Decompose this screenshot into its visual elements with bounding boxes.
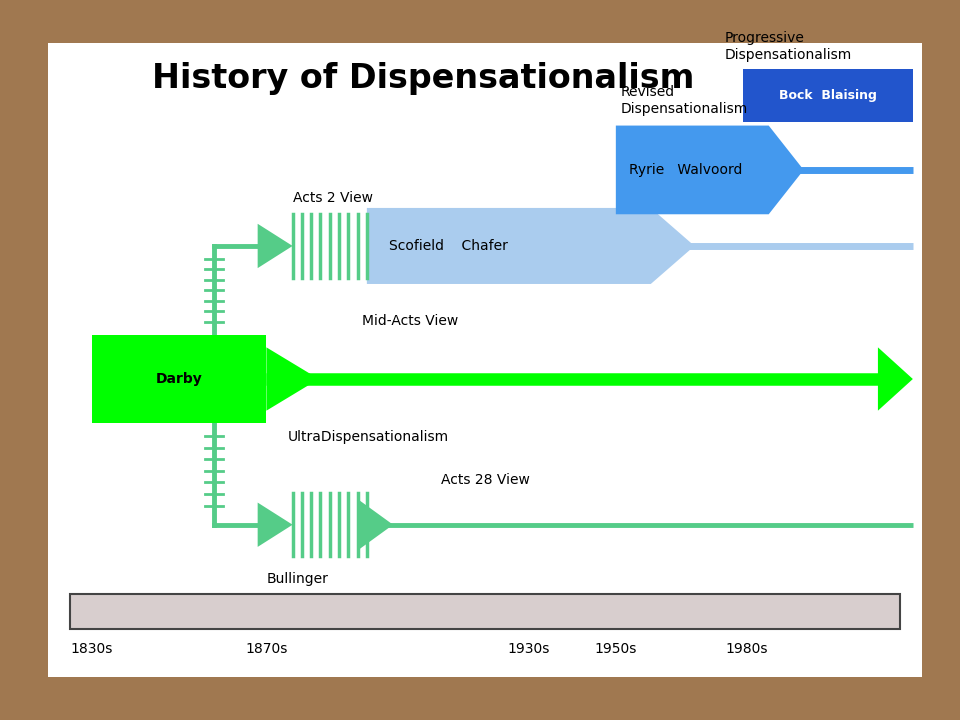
Text: UltraDispensationalism: UltraDispensationalism: [288, 430, 449, 444]
Text: Bullinger: Bullinger: [267, 572, 328, 585]
Polygon shape: [878, 347, 913, 410]
Polygon shape: [358, 500, 393, 550]
Text: Acts 28 View: Acts 28 View: [442, 473, 530, 487]
Polygon shape: [616, 125, 804, 215]
FancyBboxPatch shape: [70, 595, 900, 629]
Text: 1980s: 1980s: [726, 642, 768, 656]
Text: Scofield    Chafer: Scofield Chafer: [389, 239, 508, 253]
Text: Bock  Blaising: Bock Blaising: [779, 89, 876, 102]
Text: 1950s: 1950s: [594, 642, 637, 656]
Polygon shape: [267, 347, 319, 410]
Polygon shape: [367, 208, 694, 284]
FancyBboxPatch shape: [742, 68, 913, 122]
Polygon shape: [257, 503, 293, 547]
FancyBboxPatch shape: [92, 335, 267, 423]
Text: Ryrie   Walvoord: Ryrie Walvoord: [629, 163, 742, 177]
Text: Revised
Dispensationalism: Revised Dispensationalism: [620, 85, 748, 116]
Text: 1830s: 1830s: [70, 642, 113, 656]
Text: History of Dispensationalism: History of Dispensationalism: [153, 62, 695, 95]
Text: Progressive
Dispensationalism: Progressive Dispensationalism: [725, 31, 852, 62]
Text: Acts 2 View: Acts 2 View: [293, 191, 372, 204]
Text: Mid-Acts View: Mid-Acts View: [363, 315, 459, 328]
Text: Darby: Darby: [156, 372, 203, 386]
Text: 1870s: 1870s: [245, 642, 288, 656]
Text: 1930s: 1930s: [507, 642, 550, 656]
Polygon shape: [257, 224, 293, 268]
